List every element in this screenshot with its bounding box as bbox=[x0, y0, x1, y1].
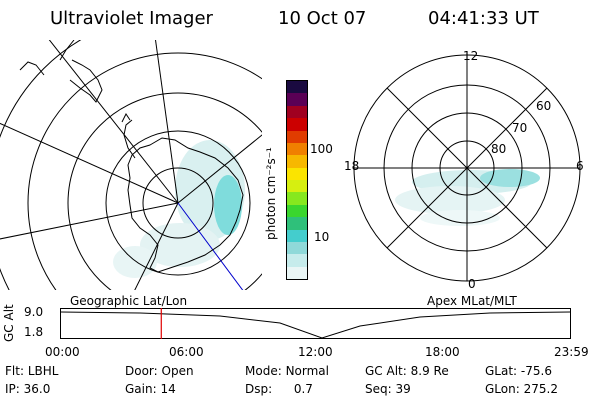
door-label: Door: bbox=[125, 364, 158, 378]
colorbar-tick-10: 10 bbox=[314, 230, 330, 244]
mlt-label-0: 0 bbox=[468, 277, 476, 290]
mlat-label-60: 60 bbox=[536, 99, 551, 113]
lat-circle bbox=[27, 52, 262, 290]
mode-value: Normal bbox=[285, 364, 329, 378]
colorbar-segment bbox=[287, 81, 307, 94]
timeline-plot bbox=[60, 308, 571, 339]
glon-info: GLon: 275.2 bbox=[485, 382, 558, 396]
ip-label: IP: bbox=[5, 382, 20, 396]
gc-alt-info: GC Alt: 8.9 Re bbox=[365, 364, 449, 378]
apex-caption: Apex MLat/MLT bbox=[427, 294, 517, 308]
mlt-label-18: 18 bbox=[344, 159, 359, 173]
mlt-line bbox=[386, 87, 548, 249]
glon-label: GLon: bbox=[485, 382, 520, 396]
dsp-value: 0.7 bbox=[293, 382, 313, 396]
lat-circle bbox=[142, 167, 214, 239]
meridian-line bbox=[0, 122, 179, 204]
colorbar-segment bbox=[287, 105, 307, 119]
glat-value: -75.6 bbox=[520, 364, 552, 378]
date-label: 10 Oct 07 bbox=[278, 8, 367, 29]
gc-alt-value: 8.9 Re bbox=[410, 364, 449, 378]
filter-info: Flt: LBHL bbox=[5, 364, 58, 378]
mlat-label-80: 80 bbox=[491, 142, 506, 156]
colorbar-tick-100: 100 bbox=[310, 142, 333, 156]
mlat-label-70: 70 bbox=[512, 121, 527, 135]
ip-value: 36.0 bbox=[23, 382, 51, 396]
continent-outline bbox=[127, 137, 244, 273]
meridian-line bbox=[155, 40, 179, 204]
meridian-line bbox=[48, 40, 179, 204]
gain-info: Gain: 14 bbox=[125, 382, 176, 396]
meridian-line bbox=[0, 202, 179, 240]
timeline-x-tick-4: 23:59 bbox=[554, 345, 589, 359]
gc-alt-label: GC Alt: bbox=[365, 364, 407, 378]
door-info: Door: Open bbox=[125, 364, 194, 378]
colorbar-segment bbox=[287, 142, 307, 156]
timeline-x-tick-3: 18:00 bbox=[425, 345, 460, 359]
door-value: Open bbox=[161, 364, 194, 378]
meridian-line bbox=[177, 134, 262, 204]
colorbar-unit-label: photon cm⁻²s⁻¹ bbox=[264, 147, 278, 240]
colorbar-segment bbox=[287, 180, 307, 193]
timeline-x-tick-2: 12:00 bbox=[298, 345, 333, 359]
meridian-line bbox=[134, 202, 179, 290]
seq-label: Seq: bbox=[365, 382, 392, 396]
glon-value: 275.2 bbox=[523, 382, 558, 396]
filter-value: LBHL bbox=[27, 364, 59, 378]
mlt-polar-plot: 12 18 6 0 60 70 80 bbox=[344, 49, 584, 290]
timeline-frame bbox=[60, 308, 571, 339]
colorbar-segment bbox=[287, 118, 307, 131]
colorbar-segment bbox=[287, 204, 307, 218]
timeline-x-tick-0: 00:00 bbox=[45, 345, 80, 359]
filter-label: Flt: bbox=[5, 364, 24, 378]
mode-info: Mode: Normal bbox=[245, 364, 329, 378]
gc-altitude-curve bbox=[60, 311, 571, 339]
colorbar-segment bbox=[287, 241, 307, 255]
colorbar-segment bbox=[287, 155, 307, 168]
colorbar-segment bbox=[287, 130, 307, 143]
geographic-map bbox=[0, 40, 262, 290]
ip-info: IP: 36.0 bbox=[5, 382, 50, 396]
timeline-y-tick-bottom: 1.8 bbox=[24, 325, 44, 339]
landmass-outline bbox=[69, 59, 103, 103]
instrument-title: Ultraviolet Imager bbox=[50, 8, 213, 29]
mlt-label-12: 12 bbox=[463, 49, 478, 63]
lat-circle bbox=[67, 92, 262, 290]
colorbar-gradient bbox=[287, 81, 307, 279]
aurora-emission-left bbox=[113, 140, 245, 278]
glat-label: GLat: bbox=[485, 364, 518, 378]
timeline-y-axis-label: GC Alt bbox=[2, 304, 16, 342]
glat-info: GLat: -75.6 bbox=[485, 364, 552, 378]
lat-circle bbox=[105, 130, 251, 276]
colorbar-frame bbox=[286, 80, 308, 280]
geographic-caption: Geographic Lat/Lon bbox=[70, 294, 188, 308]
colorbar-segment bbox=[287, 167, 307, 180]
gain-value: 14 bbox=[160, 382, 176, 396]
colorbar-segment bbox=[287, 217, 307, 230]
dsp-info: Dsp: 0.7 bbox=[245, 382, 313, 396]
time-label: 04:41:33 UT bbox=[428, 8, 539, 29]
colorbar-segment bbox=[287, 192, 307, 205]
mode-label: Mode: bbox=[245, 364, 282, 378]
gain-label: Gain: bbox=[125, 382, 157, 396]
dsp-label: Dsp: bbox=[245, 382, 273, 396]
aurora-emission-right bbox=[395, 169, 540, 226]
seq-info: Seq: 39 bbox=[365, 382, 411, 396]
mlt-label-6: 6 bbox=[576, 159, 584, 173]
peninsula-outline bbox=[123, 119, 136, 159]
timeline-y-tick-top: 9.0 bbox=[24, 305, 44, 319]
colorbar-segment bbox=[287, 229, 307, 242]
colorbar-segment bbox=[287, 266, 307, 279]
seq-value: 39 bbox=[395, 382, 411, 396]
noon-meridian-line bbox=[177, 202, 244, 290]
colorbar-segment bbox=[287, 93, 307, 106]
colorbar-segment bbox=[287, 254, 307, 267]
timeline-x-tick-1: 06:00 bbox=[169, 345, 204, 359]
